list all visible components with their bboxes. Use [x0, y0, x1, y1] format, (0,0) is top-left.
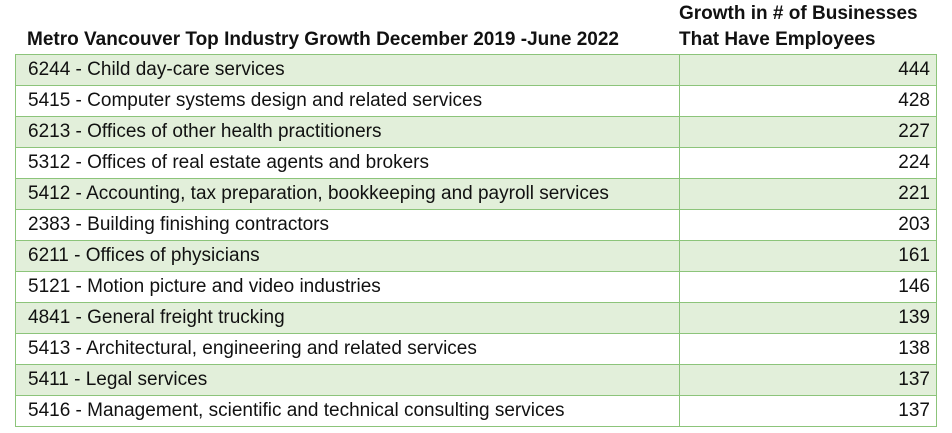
- industry-cell[interactable]: 6213 - Offices of other health practitio…: [15, 116, 680, 148]
- industry-cell[interactable]: 5312 - Offices of real estate agents and…: [15, 147, 680, 179]
- growth-cell[interactable]: 203: [679, 209, 937, 241]
- industry-cell[interactable]: 4841 - General freight trucking: [15, 302, 680, 334]
- industry-cell[interactable]: 5415 - Computer systems design and relat…: [15, 85, 680, 117]
- growth-cell[interactable]: 139: [679, 302, 937, 334]
- table-row: 4841 - General freight trucking 139: [15, 302, 937, 334]
- table-row: 5312 - Offices of real estate agents and…: [15, 147, 937, 179]
- growth-cell[interactable]: 227: [679, 116, 937, 148]
- industry-growth-table: 6244 - Child day-care services 444 5415 …: [15, 54, 937, 427]
- industry-cell[interactable]: 5416 - Management, scientific and techni…: [15, 395, 680, 427]
- growth-cell[interactable]: 137: [679, 364, 937, 396]
- growth-header-line-2: That Have Employees: [679, 29, 876, 50]
- growth-cell[interactable]: 444: [679, 54, 937, 86]
- table-row: 5412 - Accounting, tax preparation, book…: [15, 178, 937, 210]
- industry-column-header[interactable]: Metro Vancouver Top Industry Growth Dece…: [27, 29, 619, 50]
- growth-header-line-1: Growth in # of Businesses: [679, 3, 918, 24]
- growth-cell[interactable]: 428: [679, 85, 937, 117]
- table-row: 6244 - Child day-care services 444: [15, 54, 937, 86]
- table-row: 6213 - Offices of other health practitio…: [15, 116, 937, 148]
- industry-cell[interactable]: 6244 - Child day-care services: [15, 54, 680, 86]
- growth-column-header[interactable]: Growth in # of Businesses That Have Empl…: [679, 1, 918, 53]
- industry-cell[interactable]: 2383 - Building finishing contractors: [15, 209, 680, 241]
- table-row: 5413 - Architectural, engineering and re…: [15, 333, 937, 365]
- growth-cell[interactable]: 224: [679, 147, 937, 179]
- table-row: 5121 - Motion picture and video industri…: [15, 271, 937, 303]
- industry-cell[interactable]: 6211 - Offices of physicians: [15, 240, 680, 272]
- growth-cell[interactable]: 161: [679, 240, 937, 272]
- industry-cell[interactable]: 5412 - Accounting, tax preparation, book…: [15, 178, 680, 210]
- growth-cell[interactable]: 146: [679, 271, 937, 303]
- table-row: 5416 - Management, scientific and techni…: [15, 395, 937, 427]
- growth-cell[interactable]: 137: [679, 395, 937, 427]
- industry-cell[interactable]: 5121 - Motion picture and video industri…: [15, 271, 680, 303]
- industry-cell[interactable]: 5411 - Legal services: [15, 364, 680, 396]
- table-row: 5411 - Legal services 137: [15, 364, 937, 396]
- table-row: 5415 - Computer systems design and relat…: [15, 85, 937, 117]
- table-header: Metro Vancouver Top Industry Growth Dece…: [15, 0, 937, 54]
- industry-cell[interactable]: 5413 - Architectural, engineering and re…: [15, 333, 680, 365]
- growth-cell[interactable]: 221: [679, 178, 937, 210]
- table-row: 6211 - Offices of physicians 161: [15, 240, 937, 272]
- table-row: 2383 - Building finishing contractors 20…: [15, 209, 937, 241]
- growth-cell[interactable]: 138: [679, 333, 937, 365]
